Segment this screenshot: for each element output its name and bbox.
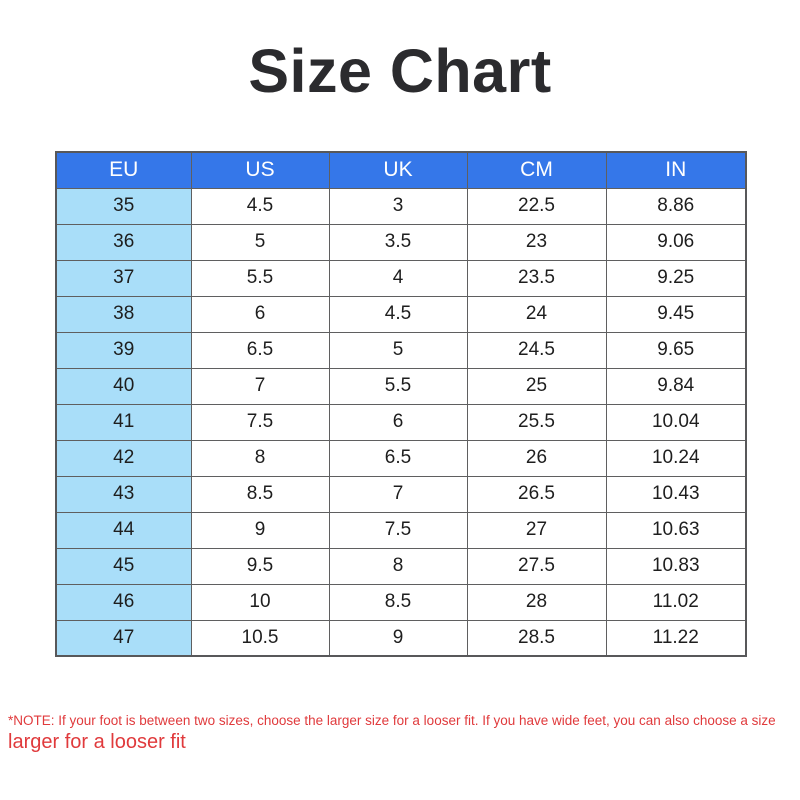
size-cell: 9 xyxy=(328,619,468,657)
size-cell: 10.63 xyxy=(605,511,747,549)
table-row: 36 5 3.5 23 9.06 xyxy=(55,223,747,261)
size-cell: 27 xyxy=(466,511,607,549)
size-cell: 5 xyxy=(328,331,468,369)
size-cell: 9.45 xyxy=(605,295,747,333)
eu-size-cell: 44 xyxy=(55,511,192,549)
eu-size-cell: 39 xyxy=(55,331,192,369)
size-cell: 4 xyxy=(328,259,468,297)
table-row: 46 10 8.5 28 11.02 xyxy=(55,583,747,621)
size-cell: 23.5 xyxy=(466,259,607,297)
size-chart-body: 35 4.5 3 22.5 8.86 36 5 3.5 23 9.06 37 5.5 4 23.5 9.25… xyxy=(55,187,747,657)
size-cell: 25 xyxy=(466,367,607,405)
size-cell: 10 xyxy=(190,583,330,621)
table-row: 40 7 5.5 25 9.84 xyxy=(55,367,747,405)
size-cell: 4.5 xyxy=(328,295,468,333)
size-chart-table: EU US UK CM IN 35 4.5 3 22.5 8.86 36 5 3.5 23 9.06 37 5… xyxy=(55,151,747,657)
size-cell: 7 xyxy=(190,367,330,405)
table-row: 38 6 4.5 24 9.45 xyxy=(55,295,747,333)
table-row: 42 8 6.5 26 10.24 xyxy=(55,439,747,477)
eu-size-cell: 38 xyxy=(55,295,192,333)
size-cell: 27.5 xyxy=(466,547,607,585)
size-cell: 25.5 xyxy=(466,403,607,441)
size-cell: 9.25 xyxy=(605,259,747,297)
table-row: 45 9.5 8 27.5 10.83 xyxy=(55,547,747,585)
size-cell: 28.5 xyxy=(466,619,607,657)
header-cell: IN xyxy=(605,151,747,189)
eu-size-cell: 37 xyxy=(55,259,192,297)
table-row: 41 7.5 6 25.5 10.04 xyxy=(55,403,747,441)
eu-size-cell: 41 xyxy=(55,403,192,441)
size-cell: 5 xyxy=(190,223,330,261)
size-cell: 9.84 xyxy=(605,367,747,405)
table-row: 47 10.5 9 28.5 11.22 xyxy=(55,619,747,657)
eu-size-cell: 43 xyxy=(55,475,192,513)
size-cell: 22.5 xyxy=(466,187,607,225)
header-cell: UK xyxy=(328,151,468,189)
size-cell: 24 xyxy=(466,295,607,333)
page-title: Size Chart xyxy=(248,37,552,105)
eu-size-cell: 35 xyxy=(55,187,192,225)
size-note-line1: *NOTE: If your foot is between two sizes… xyxy=(8,713,776,728)
eu-size-cell: 42 xyxy=(55,439,192,477)
table-row: 35 4.5 3 22.5 8.86 xyxy=(55,187,747,225)
size-cell: 7.5 xyxy=(328,511,468,549)
table-row: 37 5.5 4 23.5 9.25 xyxy=(55,259,747,297)
header-row: EU US UK CM IN xyxy=(55,151,747,189)
table-row: 43 8.5 7 26.5 10.43 xyxy=(55,475,747,513)
size-cell: 10.24 xyxy=(605,439,747,477)
size-cell: 8 xyxy=(328,547,468,585)
size-cell: 24.5 xyxy=(466,331,607,369)
size-cell: 11.02 xyxy=(605,583,747,621)
size-cell: 23 xyxy=(466,223,607,261)
size-cell: 8.5 xyxy=(328,583,468,621)
size-cell: 5.5 xyxy=(328,367,468,405)
size-cell: 10.5 xyxy=(190,619,330,657)
header-cell: US xyxy=(190,151,330,189)
eu-size-cell: 45 xyxy=(55,547,192,585)
size-cell: 6 xyxy=(190,295,330,333)
size-cell: 8.86 xyxy=(605,187,747,225)
size-cell: 9.65 xyxy=(605,331,747,369)
size-cell: 11.22 xyxy=(605,619,747,657)
size-cell: 10.83 xyxy=(605,547,747,585)
header-cell: EU xyxy=(55,151,192,189)
size-cell: 3.5 xyxy=(328,223,468,261)
size-cell: 4.5 xyxy=(190,187,330,225)
size-cell: 10.43 xyxy=(605,475,747,513)
eu-size-cell: 46 xyxy=(55,583,192,621)
size-cell: 8 xyxy=(190,439,330,477)
size-note-line2: larger for a looser fit xyxy=(8,731,186,753)
size-cell: 9.5 xyxy=(190,547,330,585)
size-cell: 10.04 xyxy=(605,403,747,441)
eu-size-cell: 40 xyxy=(55,367,192,405)
size-cell: 8.5 xyxy=(190,475,330,513)
size-cell: 26.5 xyxy=(466,475,607,513)
size-cell: 6.5 xyxy=(190,331,330,369)
size-note: *NOTE: If your foot is between two sizes… xyxy=(8,712,796,754)
size-cell: 26 xyxy=(466,439,607,477)
size-cell: 7 xyxy=(328,475,468,513)
eu-size-cell: 47 xyxy=(55,619,192,657)
size-cell: 5.5 xyxy=(190,259,330,297)
size-cell: 9 xyxy=(190,511,330,549)
table-row: 39 6.5 5 24.5 9.65 xyxy=(55,331,747,369)
size-cell: 3 xyxy=(328,187,468,225)
header-cell: CM xyxy=(466,151,607,189)
size-cell: 28 xyxy=(466,583,607,621)
table-row: 44 9 7.5 27 10.63 xyxy=(55,511,747,549)
size-cell: 7.5 xyxy=(190,403,330,441)
size-cell: 6.5 xyxy=(328,439,468,477)
eu-size-cell: 36 xyxy=(55,223,192,261)
size-cell: 9.06 xyxy=(605,223,747,261)
size-cell: 6 xyxy=(328,403,468,441)
